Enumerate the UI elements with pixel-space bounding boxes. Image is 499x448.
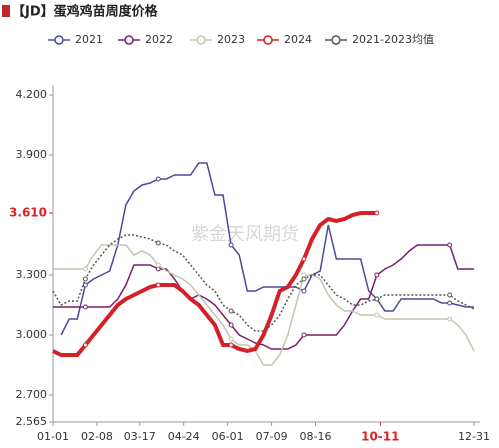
series-marker xyxy=(155,240,161,246)
series-line xyxy=(52,234,475,332)
series-marker xyxy=(374,312,380,318)
series-marker xyxy=(228,336,234,342)
x-tick-label: 01-01 xyxy=(37,430,69,443)
series-line xyxy=(52,211,377,357)
y-tick-label: 2.565 xyxy=(16,415,48,428)
series-marker xyxy=(228,342,234,348)
series-marker xyxy=(301,276,307,282)
current-x-label: 10-11 xyxy=(361,430,399,444)
y-tick-label: 3.900 xyxy=(16,148,48,161)
y-tick-label: 4.200 xyxy=(16,88,48,101)
legend-label: 2023 xyxy=(217,33,245,46)
legend-marker xyxy=(124,35,134,45)
series-marker xyxy=(374,210,380,216)
series-line xyxy=(53,244,475,366)
series-marker xyxy=(228,322,234,328)
legend-marker xyxy=(196,35,206,45)
x-tick-label: 03-17 xyxy=(124,430,156,443)
legend-label: 2021-2023均值 xyxy=(352,33,434,46)
current-y-box xyxy=(0,205,51,221)
series-marker xyxy=(155,262,161,268)
legend-label: 2024 xyxy=(284,33,312,46)
series-line xyxy=(53,244,474,350)
series-marker xyxy=(447,300,453,306)
series-marker xyxy=(82,266,88,272)
series-marker xyxy=(447,292,453,298)
series-marker xyxy=(301,332,307,338)
legend-marker xyxy=(263,35,273,45)
series-marker xyxy=(301,256,307,262)
series-marker xyxy=(447,242,453,248)
series-marker xyxy=(447,316,453,322)
series-marker xyxy=(228,308,234,314)
series-marker xyxy=(374,272,380,278)
y-tick-label: 2.700 xyxy=(16,388,48,401)
legend-marker xyxy=(331,35,341,45)
y-tick-label: 3.300 xyxy=(16,268,48,281)
series-marker xyxy=(228,242,234,248)
legend-label: 2022 xyxy=(145,33,173,46)
series-marker xyxy=(82,282,88,288)
x-tick-label: 12-31 xyxy=(458,430,490,443)
current-x-box xyxy=(356,428,405,446)
series-marker xyxy=(155,176,161,182)
series-line xyxy=(60,162,474,336)
series-marker xyxy=(374,296,380,302)
series-marker xyxy=(155,266,161,272)
current-y-label: 3.610 xyxy=(9,206,47,220)
x-tick-label: 04-24 xyxy=(168,430,200,443)
x-tick-label: 07-09 xyxy=(256,430,288,443)
x-tick-label: 06-01 xyxy=(212,430,244,443)
series-marker xyxy=(301,272,307,278)
x-tick-label: 08-16 xyxy=(300,430,332,443)
title-marker xyxy=(2,5,10,17)
series-marker xyxy=(301,288,307,294)
series-marker xyxy=(82,342,88,348)
series-marker xyxy=(82,304,88,310)
series-marker xyxy=(82,276,88,282)
legend-label: 2021 xyxy=(75,33,103,46)
x-tick-label: 02-08 xyxy=(81,430,113,443)
legend-marker xyxy=(54,35,64,45)
chart-title: 【JD】蛋鸡鸡苗周度价格 xyxy=(12,4,159,20)
y-tick-label: 3.000 xyxy=(16,328,48,341)
watermark: 紫金天风期货 xyxy=(191,224,299,245)
series-marker xyxy=(155,282,161,288)
